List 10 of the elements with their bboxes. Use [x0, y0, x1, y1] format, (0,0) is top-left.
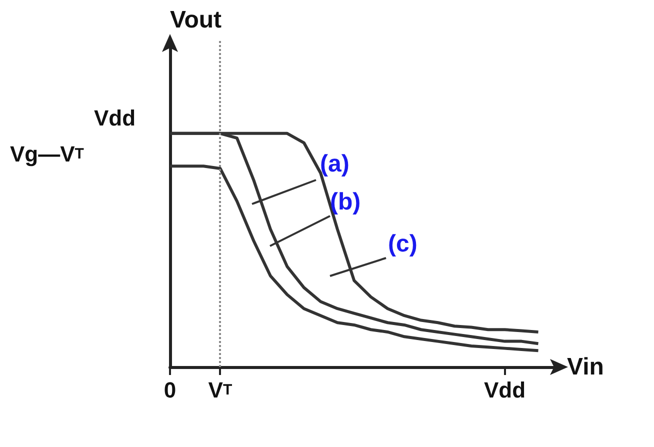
x-axis-title: Vin — [567, 354, 604, 380]
x-tick-label: VT — [208, 378, 232, 402]
x-tick-label: Vdd — [484, 378, 526, 402]
y-axis-title: Vout — [170, 6, 222, 34]
annotation: (c) — [388, 230, 418, 258]
text: Vg—VT — [10, 142, 84, 166]
annotation: (b) — [330, 188, 361, 216]
x-tick-label: 0 — [164, 378, 176, 402]
text: Vdd — [94, 106, 136, 130]
annotation: (a) — [320, 150, 350, 178]
